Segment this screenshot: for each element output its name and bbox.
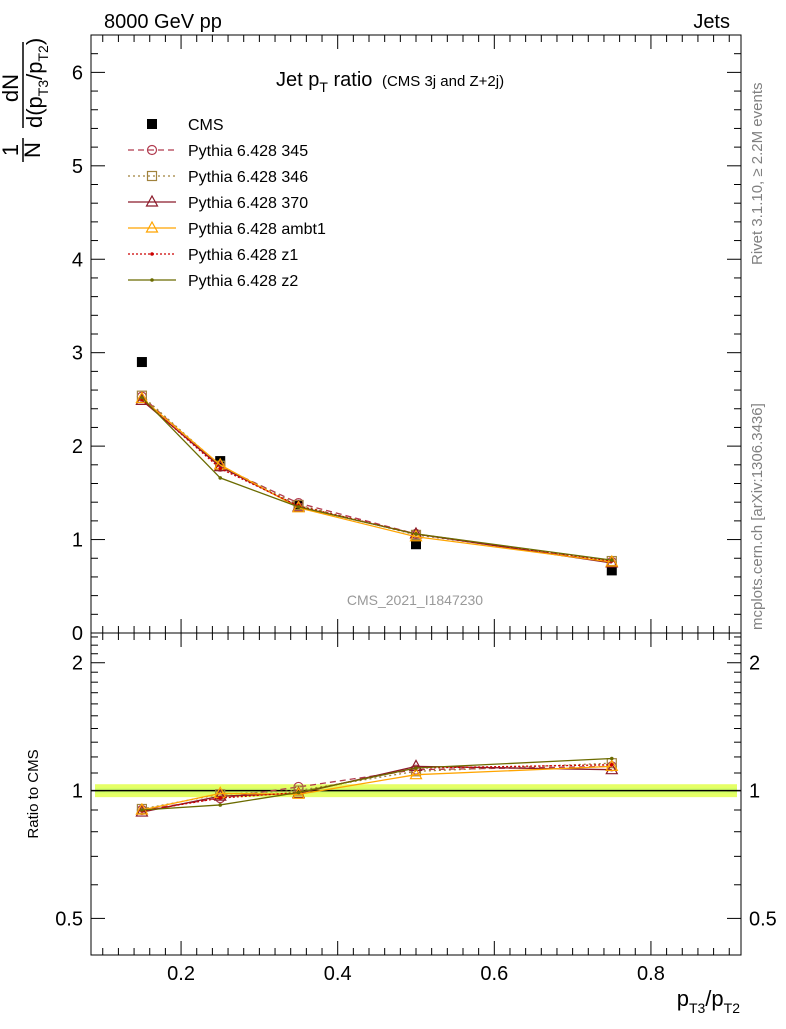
legend-entry: Pythia 6.428 z2 <box>128 273 298 290</box>
legend-label: Pythia 6.428 z2 <box>188 273 298 290</box>
data-point <box>411 539 421 550</box>
ratio-point <box>293 785 304 796</box>
legend-label: Pythia 6.428 ambt1 <box>188 221 326 238</box>
ratio-point <box>409 767 423 780</box>
legend-label: Pythia 6.428 370 <box>188 195 308 212</box>
data-point <box>606 565 617 576</box>
data-point <box>605 554 619 567</box>
ratio-ytick-label: 0.5 <box>55 908 83 930</box>
data-point <box>296 505 301 509</box>
x-axis-label: pT3/pT2 <box>677 986 741 1016</box>
ratio-series-pythia-6-428-z2 <box>140 756 614 812</box>
ratio-point <box>218 796 223 800</box>
data-point <box>414 532 418 536</box>
main-plot: Jet pT ratio (CMS 3j and Z+2j) CMS_2021_… <box>72 34 742 645</box>
ratio-point <box>140 808 144 812</box>
ratio-series-pythia-6-428-ambt1 <box>135 759 619 815</box>
legend-label: Pythia 6.428 z1 <box>188 247 298 264</box>
legend-marker <box>145 220 159 233</box>
data-point <box>135 391 149 404</box>
ratio-point <box>135 802 149 815</box>
ratio-point <box>605 759 619 772</box>
analysis-watermark: CMS_2021_I1847230 <box>347 592 483 608</box>
legend-entry: Pythia 6.428 ambt1 <box>128 220 326 238</box>
legend-marker <box>146 170 158 182</box>
legend-marker <box>150 252 154 256</box>
ratio-ylabel: Ratio to CMS <box>25 749 42 838</box>
legend-marker <box>147 119 157 129</box>
ylabel-denominator: d(pT3/pT2) <box>22 38 51 128</box>
legend-label: Pythia 6.428 346 <box>188 169 308 186</box>
energy-label: 8000 GeV pp <box>104 11 222 33</box>
data-point <box>292 500 306 513</box>
xtick-label: 0.2 <box>167 963 195 985</box>
ratio-ytick-label-right: 1 <box>749 781 760 803</box>
legend-label: CMS <box>188 117 224 134</box>
main-ytick-label: 2 <box>72 436 83 458</box>
ylabel-n: N <box>20 142 45 158</box>
main-ytick-label: 6 <box>72 62 83 84</box>
xtick-label: 0.4 <box>324 963 352 985</box>
main-ytick-label: 1 <box>72 530 83 552</box>
main-ylabel: 1 N dN d(pT3/pT2) <box>0 38 51 162</box>
legend-label: Pythia 6.428 345 <box>188 143 308 160</box>
ratio-point <box>135 804 149 817</box>
legend: CMS Pythia 6.428 345 Pythia 6.428 346 Pythi… <box>128 117 326 290</box>
ratio-point <box>296 790 301 795</box>
legend-entry: CMS <box>147 117 224 134</box>
legend-entry: Pythia 6.428 370 <box>128 194 308 212</box>
data-point <box>135 393 149 405</box>
data-point <box>409 529 423 542</box>
xtick-label: 0.8 <box>637 963 665 985</box>
ratio-ytick-label: 1 <box>72 781 83 803</box>
plot-title: Jet pT ratio (CMS 3j and Z+2j) <box>276 69 504 95</box>
legend-marker <box>145 194 159 207</box>
ratio-ytick-label: 2 <box>72 653 83 675</box>
legend-entry: Pythia 6.428 345 <box>128 143 308 160</box>
legend-marker <box>150 278 154 282</box>
legend-entry: Pythia 6.428 346 <box>128 169 308 186</box>
mcplots-label: mcplots.cern.ch [arXiv:1306.3436] <box>749 403 766 630</box>
rivet-version-label: Rivet 3.1.10, ≥ 2.2M events <box>749 83 766 266</box>
data-point <box>609 558 614 562</box>
ratio-point <box>409 759 423 772</box>
ratio-point <box>213 788 227 801</box>
ylabel-numerator: dN <box>0 74 23 102</box>
main-ytick-label: 0 <box>72 623 83 645</box>
data-point <box>136 357 147 368</box>
ratio-point <box>605 762 619 775</box>
data-point <box>140 395 144 400</box>
ratio-plot: 0.5 0.5 1 1 2 2 0.2 0.4 0.6 0.8 <box>55 632 777 985</box>
legend-entry: Pythia 6.428 z1 <box>128 247 298 264</box>
ylabel-one: 1 <box>0 144 23 156</box>
ratio-ytick-label-right: 2 <box>749 653 760 675</box>
ratio-ytick-label-right: 0.5 <box>749 908 777 930</box>
ratio-point <box>218 803 223 807</box>
xtick-label: 0.6 <box>480 963 508 985</box>
ratio-point <box>609 756 614 761</box>
main-ytick-label: 5 <box>72 156 83 178</box>
ratio-point <box>414 766 418 770</box>
process-label: Jets <box>693 11 730 33</box>
data-point <box>218 466 223 471</box>
ratio-point <box>609 762 614 767</box>
data-point <box>218 476 223 480</box>
ratio-line <box>141 765 612 811</box>
legend-marker <box>146 144 158 156</box>
main-ytick-label: 3 <box>72 343 83 365</box>
series-pythia-6-428-z2 <box>140 395 614 562</box>
main-ytick-label: 4 <box>72 249 83 271</box>
